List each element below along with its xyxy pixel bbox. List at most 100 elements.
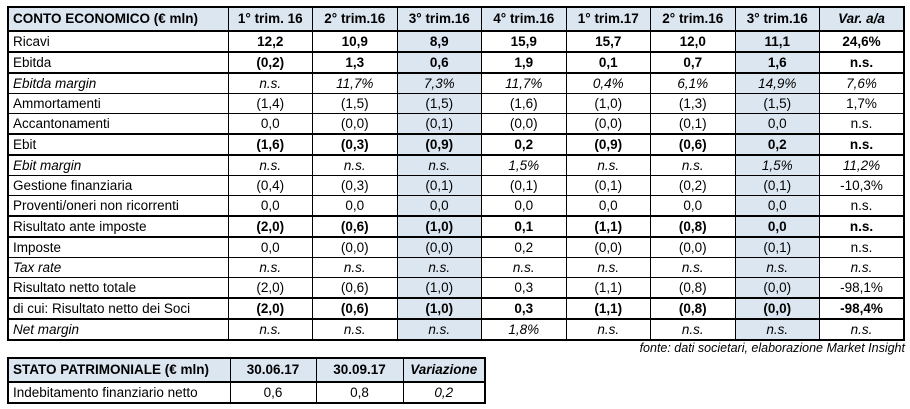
table-row: Indebitamento finanziario netto 0,6 0,8 0,2	[7, 381, 486, 404]
table-row: Risultato ante imposte (2,0) (0,6) (1,0) 0,1…	[7, 215, 905, 238]
value-cell: 12,0	[650, 30, 736, 53]
value-cell: n.s.	[312, 257, 398, 278]
row-label: di cui: Risultato netto dei Soci	[7, 297, 229, 320]
value-cell: n.s.	[227, 154, 313, 176]
column-header-q3-17: 3° trim.16	[734, 6, 820, 32]
value-cell: 0,2	[402, 381, 486, 404]
value-cell: 0,0	[227, 113, 313, 135]
value-cell: (1,5)	[312, 93, 398, 114]
value-cell: 0,0	[734, 215, 820, 238]
stato-patrimoniale-title: STATO PATRIMONIALE (€ mln)	[7, 357, 231, 383]
column-header-variazione: Variazione	[402, 357, 486, 383]
value-cell: (0,6)	[312, 215, 398, 238]
value-cell: 0,7	[650, 51, 736, 74]
value-cell: n.s.	[819, 195, 905, 217]
value-cell: n.s.	[396, 154, 482, 176]
row-label: Ebit	[7, 133, 229, 156]
row-label: Ebitda margin	[7, 72, 229, 94]
table-row: Net margin n.s. n.s. n.s. 1,8% n.s. n.s. n.s. n.…	[7, 318, 905, 341]
value-cell: 7,3%	[396, 72, 482, 94]
table-row: Tax rate n.s. n.s. n.s. n.s. n.s. n.s. n.s. n.s.	[7, 257, 905, 278]
value-cell: n.s.	[819, 133, 905, 156]
value-cell: n.s.	[819, 236, 905, 258]
value-cell: (1,0)	[396, 297, 482, 320]
value-cell: n.s.	[227, 318, 313, 341]
value-cell: n.s.	[312, 154, 398, 176]
value-cell: (0,0)	[565, 236, 651, 258]
value-cell: n.s.	[819, 113, 905, 135]
value-cell: (1,5)	[734, 93, 820, 114]
stato-patrimoniale-table: STATO PATRIMONIALE (€ mln) 30.06.17 30.0…	[7, 357, 486, 404]
value-cell: 11,2%	[819, 154, 905, 176]
value-cell: n.s.	[565, 318, 651, 341]
value-cell: n.s.	[312, 318, 398, 341]
value-cell: 1,8%	[481, 318, 567, 341]
column-header-var-aa: Var. a/a	[819, 6, 905, 32]
value-cell: (0,4)	[227, 175, 313, 196]
value-cell: (0,9)	[396, 133, 482, 156]
value-cell: (0,1)	[481, 175, 567, 196]
value-cell: (0,3)	[312, 175, 398, 196]
value-cell: 0,0	[227, 236, 313, 258]
value-cell: 11,7%	[312, 72, 398, 94]
value-cell: (0,6)	[312, 297, 398, 320]
value-cell: n.s.	[396, 318, 482, 341]
value-cell: n.s.	[565, 257, 651, 278]
value-cell: -10,3%	[819, 175, 905, 196]
row-label: Ebit margin	[7, 154, 229, 176]
value-cell: (0,0)	[734, 277, 820, 299]
table-row: Ebit margin n.s. n.s. n.s. 1,5% n.s. n.s. 1,5% 1…	[7, 154, 905, 176]
value-cell: (1,0)	[396, 215, 482, 238]
value-cell: (2,0)	[227, 297, 313, 320]
value-cell: (1,1)	[565, 297, 651, 320]
value-cell: 1,9	[481, 51, 567, 74]
value-cell: n.s.	[734, 318, 820, 341]
value-cell: -98,4%	[819, 297, 905, 320]
value-cell: 15,9	[481, 30, 567, 53]
value-cell: 1,5%	[481, 154, 567, 176]
value-cell: n.s.	[396, 257, 482, 278]
value-cell: (0,0)	[565, 113, 651, 135]
table-row: Ricavi 12,2 10,9 8,9 15,9 15,7 12,0 11,1 24,6%	[7, 30, 905, 53]
value-cell: (1,5)	[396, 93, 482, 114]
value-cell: 8,9	[396, 30, 482, 53]
value-cell: n.s.	[227, 257, 313, 278]
table-row: Gestione finanziaria (0,4) (0,3) (0,1) (0,1)…	[7, 175, 905, 196]
value-cell: 1,3	[312, 51, 398, 74]
value-cell: 0,2	[481, 236, 567, 258]
value-cell: 10,9	[312, 30, 398, 53]
value-cell: (1,1)	[565, 215, 651, 238]
table-row: di cui: Risultato netto dei Soci (2,0) (0,…	[7, 297, 905, 320]
value-cell: (0,0)	[312, 236, 398, 258]
value-cell: (0,3)	[312, 133, 398, 156]
value-cell: 7,6%	[819, 72, 905, 94]
value-cell: (0,9)	[565, 133, 651, 156]
value-cell: (0,0)	[396, 236, 482, 258]
conto-economico-table: CONTO ECONOMICO (€ mln) 1° trim. 16 2° t…	[7, 6, 905, 341]
row-label: Indebitamento finanziario netto	[7, 381, 231, 404]
row-label: Ebitda	[7, 51, 229, 74]
value-cell: (1,0)	[565, 93, 651, 114]
value-cell: 6,1%	[650, 72, 736, 94]
conto-economico-header-row: CONTO ECONOMICO (€ mln) 1° trim. 16 2° t…	[7, 6, 905, 32]
value-cell: n.s.	[650, 257, 736, 278]
row-label: Risultato netto totale	[7, 277, 229, 299]
value-cell: 0,0	[565, 195, 651, 217]
value-cell: n.s.	[481, 257, 567, 278]
row-label: Proventi/oneri non ricorrenti	[7, 195, 229, 217]
table-row: Ammortamenti (1,4) (1,5) (1,5) (1,6) (1,0) (1,…	[7, 93, 905, 114]
value-cell: (1,0)	[396, 277, 482, 299]
value-cell: 0,2	[734, 133, 820, 156]
value-cell: (0,2)	[650, 175, 736, 196]
row-label: Tax rate	[7, 257, 229, 278]
value-cell: 12,2	[227, 30, 313, 53]
value-cell: n.s.	[819, 318, 905, 341]
value-cell: 0,0	[481, 195, 567, 217]
source-note: fonte: dati societari, elaborazione Mark…	[639, 341, 905, 355]
value-cell: n.s.	[819, 215, 905, 238]
value-cell: 0,0	[227, 195, 313, 217]
row-label: Ricavi	[7, 30, 229, 53]
value-cell: (0,1)	[396, 175, 482, 196]
value-cell: 11,7%	[481, 72, 567, 94]
value-cell: (0,8)	[650, 215, 736, 238]
